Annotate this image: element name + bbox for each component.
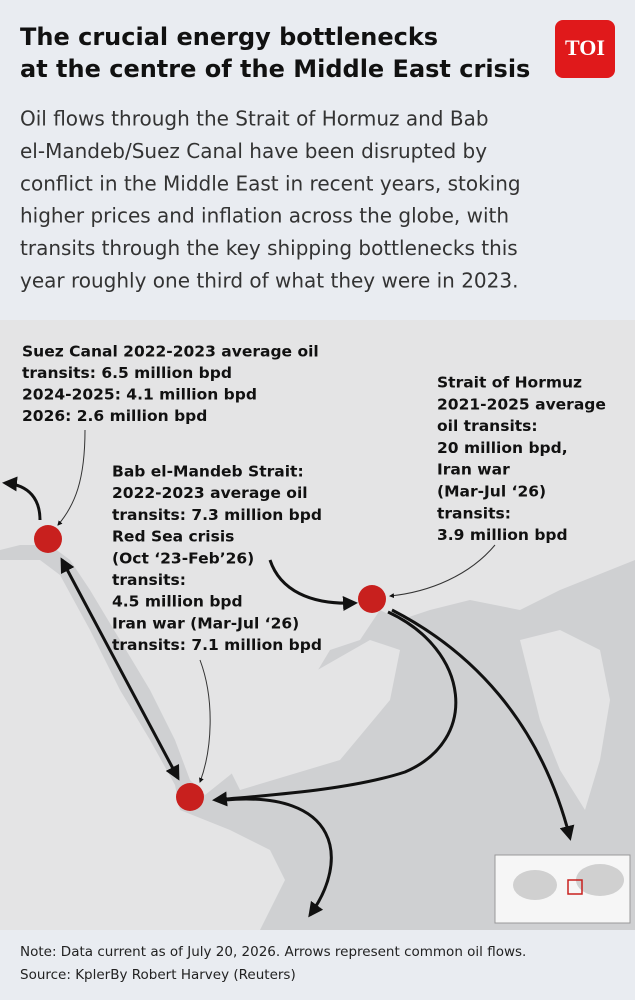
footer-bg [0,930,635,1000]
logo-bg [555,20,615,78]
callout-line: 2024-2025: 4.1 million bpd [22,386,257,404]
land-arabia [230,640,400,790]
flow-arrows [2,476,575,918]
intro: higher prices and inflation across the g… [20,204,509,228]
callout-line: Bab el-Mandeb Strait: [112,463,304,481]
callout-line: transits: 7.3 million bpd [112,506,322,524]
inset-land [513,870,557,900]
callout-line: oil transits: [437,417,538,435]
intro: el-Mandeb/Suez Canal have been disrupted… [20,139,487,163]
arrow [268,559,358,612]
callout-line: 2021-2025 average [437,395,606,413]
callout-line: 4.5 million bpd [112,593,243,611]
header-bg [0,0,635,320]
title: The crucial energy bottlenecks [20,23,438,51]
intro: transits through the key shipping bottle… [20,236,518,260]
hormuz-marker [358,585,386,613]
map [0,320,635,930]
logo: TOI [565,35,605,60]
leader-lines [57,429,496,783]
texts: The crucial energy bottlenecks at the cen… [20,23,606,983]
callout-line: Iran war (Mar-Jul ‘26) [112,614,299,632]
land-india [520,630,610,810]
callout-line: (Oct ‘23-Feb’26) [112,549,254,567]
suez-marker [34,525,62,553]
callout-line: transits: 6.5 million bpd [22,364,232,382]
arrow [2,476,42,521]
callout-line: transits: [112,571,186,589]
callout-line: Iran war [437,461,510,479]
intro: year roughly one third of what they were… [20,269,518,293]
leader [57,429,86,526]
leader [199,659,211,783]
title: at the centre of the Middle East crisis [20,55,530,83]
callout-line: 3.9 million bpd [437,526,568,544]
callout-line: 2026: 2.6 million bpd [22,407,207,425]
note: Note: Data current as of July 20, 2026. … [20,944,526,960]
callout-line: Red Sea crisis [112,528,234,546]
bab-marker [176,783,204,811]
callout-line: Strait of Hormuz [437,374,582,392]
arrow [212,610,458,807]
callout-line: Suez Canal 2022-2023 average oil [22,343,319,361]
arrow [60,557,180,781]
arrow [224,797,333,918]
inset-focus [567,879,583,895]
intro: conflict in the Middle East in recent ye… [20,171,521,195]
callout-line: transits: 7.1 million bpd [112,636,322,654]
source: Source: KplerBy Robert Harvey (Reuters) [20,967,296,983]
leader [389,544,496,599]
callout-line: 2022-2023 average oil [112,484,308,502]
intro: Oil flows through the Strait of Hormuz a… [20,107,489,131]
callout-line: (Mar-Jul ‘26) [437,483,546,501]
arrow [391,608,575,841]
callout-line: transits: [437,504,511,522]
callout-line: 20 million bpd, [437,439,568,457]
inset-land [576,864,624,896]
